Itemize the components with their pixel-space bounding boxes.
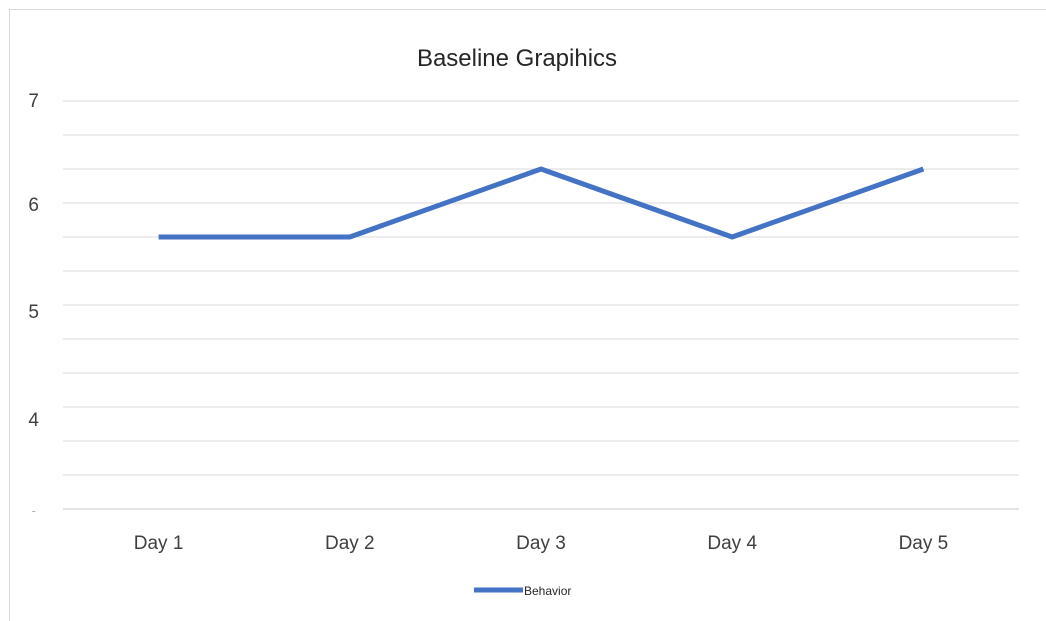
y-tick-label: 5	[28, 302, 39, 323]
label-clip-cover	[20, 512, 50, 532]
gridlines	[63, 100, 1019, 510]
x-tick-label: Day 3	[516, 533, 566, 554]
y-tick-label: 4	[28, 410, 39, 431]
series-lines	[158, 166, 925, 240]
x-tick-label: Day 4	[707, 533, 757, 554]
legend-label: Behavior	[524, 584, 571, 598]
x-tick-label: Day 5	[899, 533, 949, 554]
legend: Behavior	[474, 584, 571, 598]
y-axis-ticks: 34567	[20, 91, 50, 532]
y-tick-label: 6	[28, 195, 39, 216]
x-tick-label: Day 2	[325, 533, 375, 554]
y-tick-label: 7	[28, 91, 39, 112]
series-line	[158, 166, 925, 240]
x-axis-ticks: Day 1 Day 2 Day 3 Day 4 Day 5	[134, 533, 948, 554]
chart-area	[9, 9, 1046, 621]
x-tick-label: Day 1	[134, 533, 184, 554]
chart-title: Baseline Grapihics	[417, 45, 617, 72]
